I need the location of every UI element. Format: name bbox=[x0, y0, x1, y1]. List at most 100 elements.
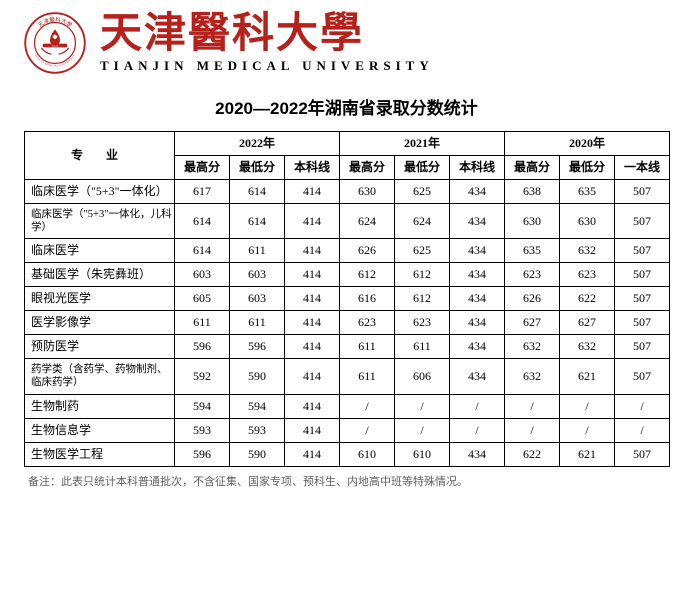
cell-value: 622 bbox=[560, 287, 615, 311]
table-row: 临床医学（"5+3"一体化）61761441463062543463863550… bbox=[25, 180, 670, 204]
cell-value: 612 bbox=[340, 263, 395, 287]
table-row: 临床医学614611414626625434635632507 bbox=[25, 239, 670, 263]
cell-value: 596 bbox=[175, 335, 230, 359]
cell-value: 638 bbox=[505, 180, 560, 204]
header-2022-max: 最高分 bbox=[175, 156, 230, 180]
cell-value: 414 bbox=[285, 204, 340, 239]
cell-value: 593 bbox=[175, 418, 230, 442]
header-2022-line: 本科线 bbox=[285, 156, 340, 180]
cell-value: 507 bbox=[615, 263, 670, 287]
cell-value: 611 bbox=[230, 239, 285, 263]
cell-value: 507 bbox=[615, 204, 670, 239]
title-block: 天津醫科大學 TIANJIN MEDICAL UNIVERSITY bbox=[100, 12, 434, 74]
table-row: 生物制药594594414////// bbox=[25, 394, 670, 418]
cell-value: 590 bbox=[230, 442, 285, 466]
cell-value: 434 bbox=[450, 180, 505, 204]
cell-value: 625 bbox=[395, 239, 450, 263]
cell-value: 434 bbox=[450, 335, 505, 359]
table-row: 医学影像学611611414623623434627627507 bbox=[25, 311, 670, 335]
cell-major: 眼视光医学 bbox=[25, 287, 175, 311]
cell-value: 603 bbox=[175, 263, 230, 287]
cell-value: 414 bbox=[285, 287, 340, 311]
cell-value: 623 bbox=[395, 311, 450, 335]
table-row: 生物医学工程596590414610610434622621507 bbox=[25, 442, 670, 466]
header-major: 专 业 bbox=[25, 132, 175, 180]
cell-major: 生物医学工程 bbox=[25, 442, 175, 466]
cell-major: 预防医学 bbox=[25, 335, 175, 359]
cell-value: 632 bbox=[560, 239, 615, 263]
page-title: 2020—2022年湖南省录取分数统计 bbox=[24, 94, 669, 119]
cell-value: / bbox=[450, 418, 505, 442]
cell-value: 592 bbox=[175, 359, 230, 394]
header: 天津醫科大學 TIANJIN MEDICAL UNIVERSITY 1951 天… bbox=[24, 12, 669, 74]
header-2021-max: 最高分 bbox=[340, 156, 395, 180]
cell-major: 药学类（含药学、药物制剂、临床药学） bbox=[25, 359, 175, 394]
header-year-2021: 2021年 bbox=[340, 132, 505, 156]
cell-value: 625 bbox=[395, 180, 450, 204]
cell-value: 630 bbox=[340, 180, 395, 204]
cell-value: 596 bbox=[175, 442, 230, 466]
header-year-2020: 2020年 bbox=[505, 132, 670, 156]
cell-value: / bbox=[395, 418, 450, 442]
cell-value: 630 bbox=[505, 204, 560, 239]
header-2021-line: 本科线 bbox=[450, 156, 505, 180]
cell-value: 596 bbox=[230, 335, 285, 359]
cell-value: 627 bbox=[560, 311, 615, 335]
cell-value: 611 bbox=[230, 311, 285, 335]
cell-value: 434 bbox=[450, 239, 505, 263]
university-name-cn: 天津醫科大學 bbox=[100, 12, 434, 56]
footnote: 备注：此表只统计本科普通批次，不含征集、国家专项、预科生、内地高中班等特殊情况。 bbox=[24, 473, 669, 489]
cell-value: 507 bbox=[615, 287, 670, 311]
cell-major: 基础医学（朱宪彝班） bbox=[25, 263, 175, 287]
cell-value: 414 bbox=[285, 442, 340, 466]
cell-value: 614 bbox=[175, 204, 230, 239]
table-row: 生物信息学593593414////// bbox=[25, 418, 670, 442]
cell-major: 生物制药 bbox=[25, 394, 175, 418]
cell-value: 507 bbox=[615, 335, 670, 359]
table-row: 眼视光医学605603414616612434626622507 bbox=[25, 287, 670, 311]
cell-value: 434 bbox=[450, 442, 505, 466]
cell-value: 623 bbox=[560, 263, 615, 287]
cell-major: 医学影像学 bbox=[25, 311, 175, 335]
page: 天津醫科大學 TIANJIN MEDICAL UNIVERSITY 1951 天… bbox=[0, 0, 693, 599]
cell-value: 635 bbox=[560, 180, 615, 204]
cell-value: 611 bbox=[175, 311, 230, 335]
cell-value: 632 bbox=[560, 335, 615, 359]
cell-value: 616 bbox=[340, 287, 395, 311]
cell-value: 593 bbox=[230, 418, 285, 442]
cell-value: 621 bbox=[560, 442, 615, 466]
header-2020-max: 最高分 bbox=[505, 156, 560, 180]
cell-value: 414 bbox=[285, 263, 340, 287]
cell-major: 生物信息学 bbox=[25, 418, 175, 442]
cell-value: 507 bbox=[615, 442, 670, 466]
cell-value: 590 bbox=[230, 359, 285, 394]
svg-text:TIANJIN MEDICAL UNIVERSITY: TIANJIN MEDICAL UNIVERSITY bbox=[34, 54, 76, 68]
cell-value: 414 bbox=[285, 359, 340, 394]
cell-value: 617 bbox=[175, 180, 230, 204]
cell-value: 414 bbox=[285, 239, 340, 263]
cell-value: 611 bbox=[340, 359, 395, 394]
cell-value: 610 bbox=[340, 442, 395, 466]
cell-value: 603 bbox=[230, 263, 285, 287]
cell-value: 614 bbox=[230, 180, 285, 204]
cell-value: 434 bbox=[450, 204, 505, 239]
cell-value: 507 bbox=[615, 311, 670, 335]
cell-value: 614 bbox=[175, 239, 230, 263]
header-year-2022: 2022年 bbox=[175, 132, 340, 156]
cell-value: / bbox=[340, 418, 395, 442]
cell-value: 626 bbox=[505, 287, 560, 311]
cell-value: / bbox=[505, 418, 560, 442]
cell-value: / bbox=[560, 418, 615, 442]
cell-value: 507 bbox=[615, 180, 670, 204]
header-2020-min: 最低分 bbox=[560, 156, 615, 180]
cell-value: 414 bbox=[285, 418, 340, 442]
cell-value: 610 bbox=[395, 442, 450, 466]
cell-value: 632 bbox=[505, 335, 560, 359]
cell-value: 603 bbox=[230, 287, 285, 311]
score-table: 专 业 2022年 2021年 2020年 最高分 最低分 本科线 最高分 最低… bbox=[24, 131, 670, 467]
cell-value: / bbox=[340, 394, 395, 418]
cell-value: 507 bbox=[615, 359, 670, 394]
cell-value: 612 bbox=[395, 287, 450, 311]
table-row: 临床医学（"5+3"一体化，儿科学）6146144146246244346306… bbox=[25, 204, 670, 239]
cell-value: 414 bbox=[285, 180, 340, 204]
